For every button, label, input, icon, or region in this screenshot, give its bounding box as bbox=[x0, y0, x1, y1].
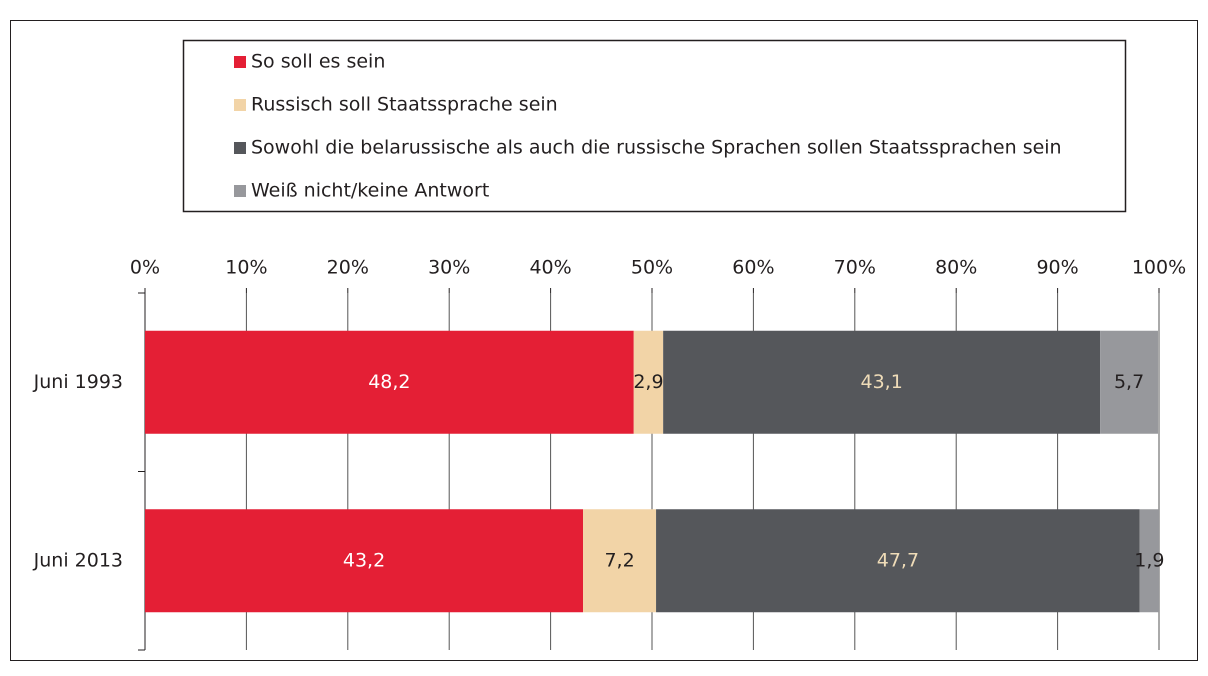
x-tick-label: 50% bbox=[631, 257, 673, 279]
bar-segment bbox=[656, 509, 1140, 613]
legend-swatch bbox=[234, 142, 246, 154]
legend-label: So soll es sein bbox=[251, 51, 385, 73]
bar-segment bbox=[145, 509, 584, 613]
data-label: 43,2 bbox=[343, 549, 385, 571]
x-tick-label: 30% bbox=[428, 257, 470, 279]
bar-segment bbox=[663, 330, 1101, 434]
data-label: 48,2 bbox=[368, 371, 410, 393]
x-tick-label: 100% bbox=[1132, 257, 1186, 279]
legend-swatch bbox=[234, 185, 246, 197]
legend-swatch bbox=[234, 99, 246, 111]
bar-segment bbox=[1139, 509, 1159, 613]
x-tick-label: 40% bbox=[529, 257, 571, 279]
data-label: 47,7 bbox=[877, 549, 919, 571]
legend-label: Weiß nicht/keine Antwort bbox=[251, 180, 489, 202]
x-tick-label: 60% bbox=[732, 257, 774, 279]
x-tick-label: 20% bbox=[327, 257, 369, 279]
legend-label: Sowohl die belarussische als auch die ru… bbox=[251, 137, 1062, 159]
data-label: 5,7 bbox=[1114, 371, 1144, 393]
x-tick-label: 10% bbox=[225, 257, 267, 279]
y-tick-label: Juni 2013 bbox=[33, 549, 123, 571]
data-label: 1,9 bbox=[1134, 549, 1164, 571]
bar-segment bbox=[583, 509, 657, 613]
x-tick-label: 0% bbox=[130, 257, 160, 279]
legend-swatch bbox=[234, 56, 246, 68]
bar-segment bbox=[633, 330, 664, 434]
x-tick-label: 70% bbox=[834, 257, 876, 279]
data-label: 43,1 bbox=[861, 371, 903, 393]
bar-segment bbox=[1100, 330, 1158, 434]
legend-label: Russisch soll Staatssprache sein bbox=[251, 94, 558, 116]
frame bbox=[10, 20, 1198, 661]
data-label: 7,2 bbox=[604, 549, 634, 571]
data-label: 2,9 bbox=[633, 371, 663, 393]
y-tick-label: Juni 1993 bbox=[33, 371, 123, 393]
x-tick-label: 80% bbox=[935, 257, 977, 279]
x-tick-label: 90% bbox=[1036, 257, 1078, 279]
legend-box bbox=[182, 39, 1127, 213]
bar-segment bbox=[145, 330, 634, 434]
